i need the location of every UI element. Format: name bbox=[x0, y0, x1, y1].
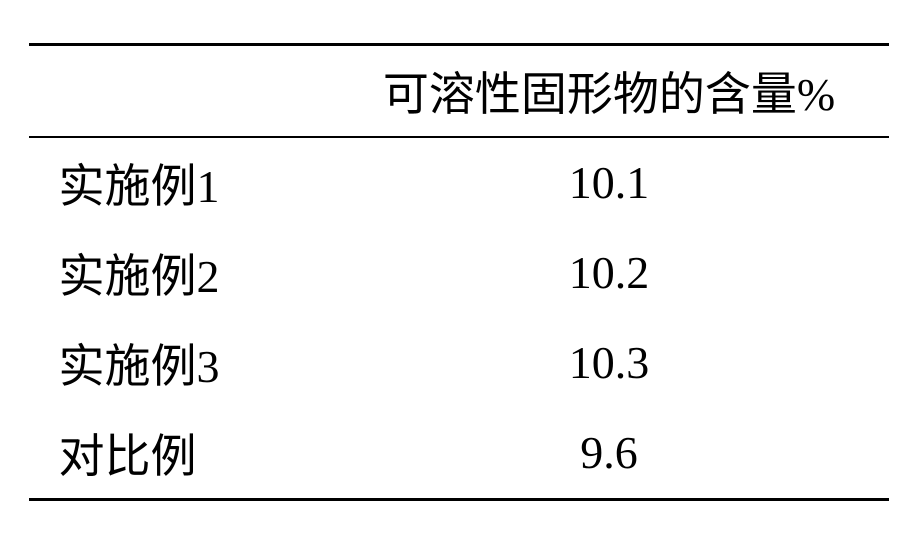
row-value: 9.6 bbox=[330, 408, 889, 500]
row-label: 对比例 bbox=[29, 408, 330, 500]
table-row: 对比例 9.6 bbox=[29, 408, 889, 500]
header-label-col bbox=[29, 44, 330, 137]
row-value: 10.3 bbox=[330, 318, 889, 408]
table-row: 实施例1 10.1 bbox=[29, 137, 889, 228]
data-table: 可溶性固形物的含量% 实施例1 10.1 实施例2 10.2 实施例3 10.3… bbox=[29, 43, 889, 501]
table-row: 实施例2 10.2 bbox=[29, 228, 889, 318]
row-value: 10.1 bbox=[330, 137, 889, 228]
row-value: 10.2 bbox=[330, 228, 889, 318]
table-row: 实施例3 10.3 bbox=[29, 318, 889, 408]
table-container: 可溶性固形物的含量% 实施例1 10.1 实施例2 10.2 实施例3 10.3… bbox=[29, 43, 889, 501]
table-header-row: 可溶性固形物的含量% bbox=[29, 44, 889, 137]
table-body: 实施例1 10.1 实施例2 10.2 实施例3 10.3 对比例 9.6 bbox=[29, 137, 889, 500]
row-label: 实施例2 bbox=[29, 228, 330, 318]
header-value-col: 可溶性固形物的含量% bbox=[330, 44, 889, 137]
row-label: 实施例3 bbox=[29, 318, 330, 408]
row-label: 实施例1 bbox=[29, 137, 330, 228]
